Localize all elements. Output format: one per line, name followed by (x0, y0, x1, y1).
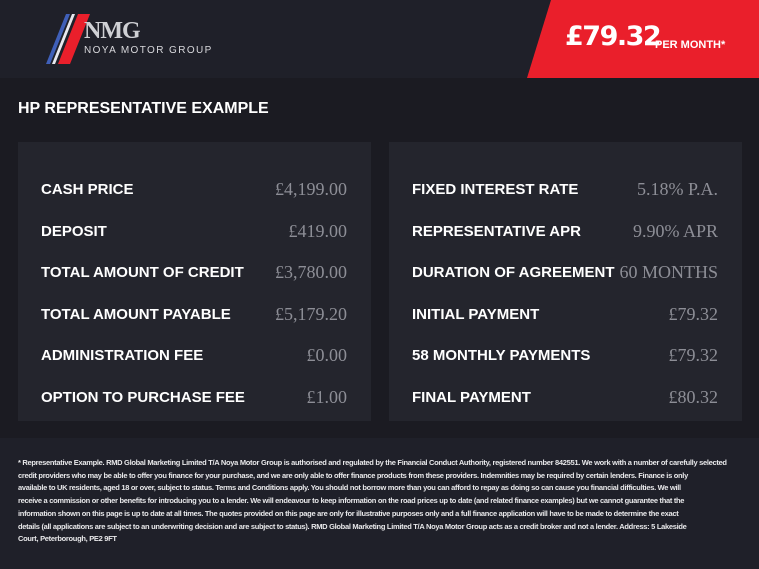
monthly-price: £79.32 (565, 21, 662, 52)
finance-panel-left: CASH PRICE £4,199.00 DEPOSIT £419.00 TOTAL… (18, 142, 371, 421)
monthly-price-banner: £79.32 PER MONTH* (527, 0, 759, 78)
row-label: 58 MONTHLY PAYMENTS (412, 347, 591, 365)
disclaimer-line: * Representative Example. RMD Global Mar… (18, 458, 727, 467)
row-value: £80.32 (668, 386, 719, 407)
finance-row: DURATION OF AGREEMENT 60 MONTHS (389, 252, 742, 294)
disclaimer-line: receive a commission or other benefits f… (18, 496, 685, 506)
finance-row: ADMINISTRATION FEE £0.00 (18, 335, 371, 377)
finance-row: REPRESENTATIVE APR 9.90% APR (389, 211, 742, 253)
disclaimer-line: Court, Peterborough, PE2 9FT (18, 534, 117, 544)
disclaimer-line: details (all applications are subject to… (18, 521, 687, 531)
row-value: £79.32 (668, 345, 719, 366)
logo-name: NOYA MOTOR GROUP (84, 45, 213, 56)
row-label: INITIAL PAYMENT (412, 305, 540, 323)
noya-motor-group-logo[interactable]: NMG NOYA MOTOR GROUP (44, 12, 224, 66)
row-label: FINAL PAYMENT (412, 388, 531, 406)
row-value: £4,199.00 (275, 179, 347, 200)
finance-row: TOTAL AMOUNT OF CREDIT £3,780.00 (18, 252, 371, 294)
finance-row: OPTION TO PURCHASE FEE £1.00 (18, 377, 371, 419)
row-value: 5.18% P.A. (636, 179, 718, 200)
finance-row: DEPOSIT £419.00 (18, 211, 371, 253)
row-value: £3,780.00 (275, 262, 347, 283)
per-month-label: PER MONTH* (655, 39, 726, 51)
logo-stripes-icon (46, 14, 90, 64)
row-value: £419.00 (288, 220, 348, 241)
section-title: HP REPRESENTATIVE EXAMPLE (18, 100, 269, 117)
row-value: 60 MONTHS (619, 262, 718, 283)
finance-row: FIXED INTEREST RATE 5.18% P.A. (389, 169, 742, 211)
row-label: OPTION TO PURCHASE FEE (41, 388, 245, 406)
finance-row: FINAL PAYMENT £80.32 (389, 377, 742, 419)
disclaimer-footer: * Representative Example. RMD Global Mar… (0, 438, 759, 569)
finance-row: 58 MONTHLY PAYMENTS £79.32 (389, 335, 742, 377)
row-value: £79.32 (668, 303, 719, 324)
finance-row: INITIAL PAYMENT £79.32 (389, 294, 742, 336)
disclaimer-line: available to UK residents, aged 18 or ov… (18, 483, 681, 493)
row-label: DEPOSIT (41, 222, 107, 240)
row-value: 9.90% APR (632, 220, 718, 241)
row-label: DURATION OF AGREEMENT (412, 264, 615, 282)
row-label: TOTAL AMOUNT PAYABLE (41, 305, 231, 323)
disclaimer-line: information shown on this page is up to … (18, 508, 679, 518)
disclaimer-line: credit providers who may be able to offe… (18, 470, 688, 480)
row-value: £5,179.20 (275, 303, 347, 324)
row-value: £1.00 (306, 386, 348, 407)
logo-mark: NMG (84, 18, 141, 44)
row-label: ADMINISTRATION FEE (41, 347, 204, 365)
finance-row: TOTAL AMOUNT PAYABLE £5,179.20 (18, 294, 371, 336)
finance-panel-right: FIXED INTEREST RATE 5.18% P.A. REPRESENTA… (389, 142, 742, 421)
row-label: CASH PRICE (41, 181, 134, 199)
row-label: TOTAL AMOUNT OF CREDIT (41, 264, 244, 282)
row-value: £0.00 (306, 345, 348, 366)
header: NMG NOYA MOTOR GROUP £79.32 PER MONTH* (0, 0, 759, 78)
row-label: FIXED INTEREST RATE (412, 181, 579, 199)
finance-row: CASH PRICE £4,199.00 (18, 169, 371, 211)
row-label: REPRESENTATIVE APR (412, 222, 581, 240)
